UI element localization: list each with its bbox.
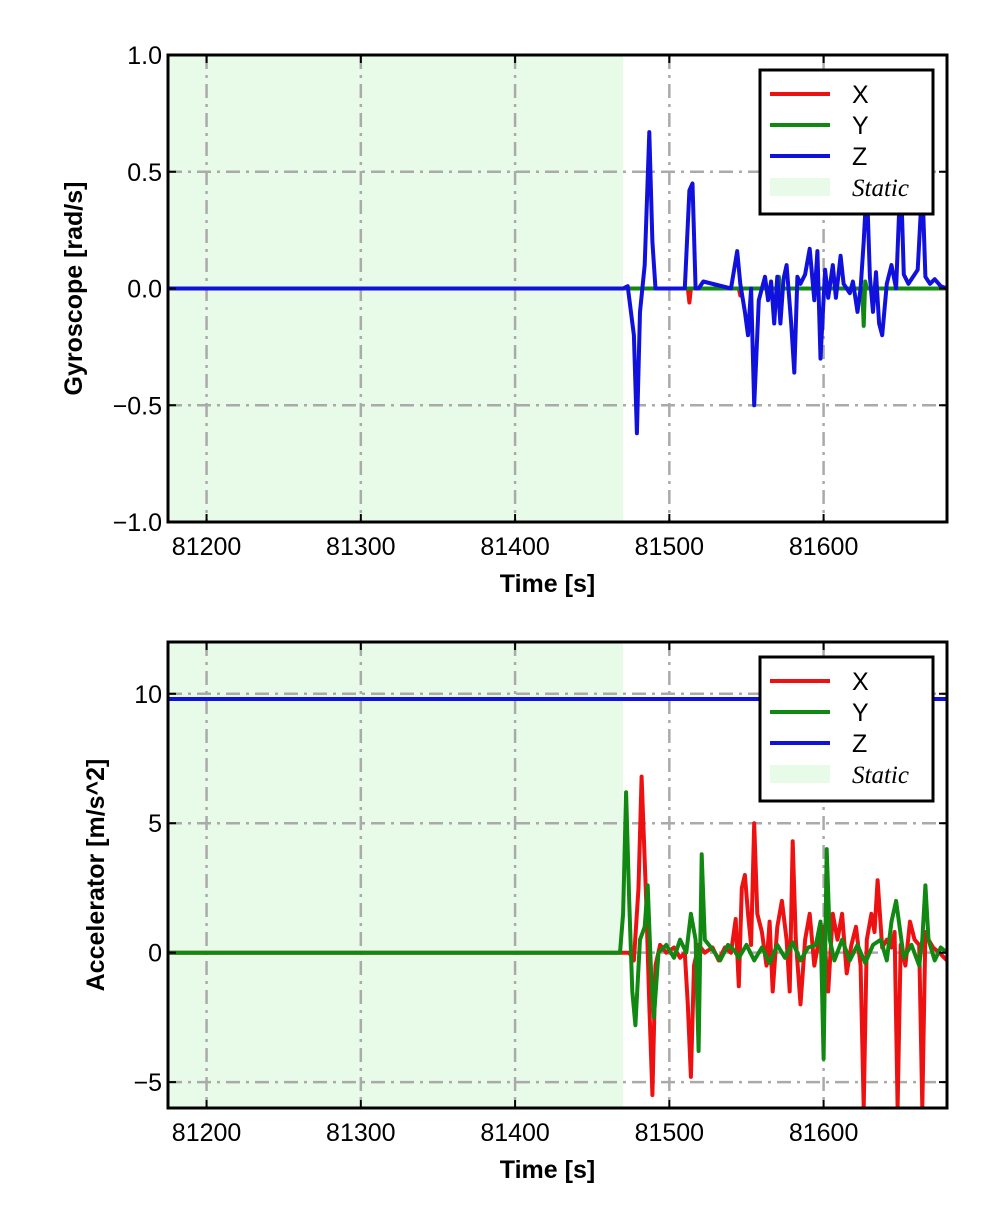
- x-axis-label: Time [s]: [500, 570, 595, 598]
- series-group: [168, 130, 947, 436]
- y-tick-label: 5: [148, 810, 162, 838]
- legend-label-x: X: [852, 81, 869, 109]
- x-tick-label: 81500: [635, 1119, 705, 1147]
- legend-label-x: X: [852, 668, 869, 696]
- y-axis-label: Gyroscope [rad/s]: [60, 182, 88, 396]
- y-tick-label: 0.5: [127, 159, 162, 187]
- x-axis-label: Time [s]: [500, 1156, 595, 1184]
- gyroscope-panel: 81200 81300 81400 81500 81600 −1.0 −0.5 0.0 0.5 1…: [60, 42, 949, 598]
- x-tick-label: 81400: [480, 1119, 550, 1147]
- x-tick-label: 81500: [635, 533, 705, 561]
- series-line-y: [168, 790, 947, 1061]
- x-tick-label: 81300: [326, 533, 396, 561]
- legend-label-y: Y: [852, 699, 869, 727]
- x-tick-label: 81300: [326, 1119, 396, 1147]
- legend-label-z: Z: [852, 730, 867, 758]
- y-tick-label: 1.0: [127, 42, 162, 70]
- legend: XYZ Static: [758, 655, 935, 803]
- y-tick-label: 0.0: [127, 276, 162, 304]
- legend: XYZ Static: [758, 68, 935, 216]
- axes-frame: [166, 640, 949, 1110]
- series-line-x: [168, 774, 947, 1108]
- x-tick-label: 81200: [172, 533, 242, 561]
- y-tick-label: 0: [148, 940, 162, 968]
- y-tick-label: 10: [134, 681, 162, 709]
- y-tick-label: −1.0: [113, 509, 162, 537]
- y-tick-label: −5: [133, 1069, 162, 1097]
- x-tick-label: 81400: [480, 533, 550, 561]
- static-region: [168, 642, 624, 1108]
- series-line-z: [168, 130, 947, 436]
- accelerator-panel: 81200 81300 81400 81500 81600 −5 0 5 10 Time [s] A…: [82, 640, 949, 1184]
- legend-swatch-static: [770, 765, 830, 783]
- x-tick-label: 81600: [789, 1119, 859, 1147]
- x-tick-label: 81600: [789, 533, 859, 561]
- y-axis-label: Accelerator [m/s^2]: [82, 759, 110, 992]
- legend-swatch-static: [770, 178, 830, 196]
- legend-label-static: Static: [852, 175, 909, 202]
- legend-label-y: Y: [852, 112, 869, 140]
- y-tick-label: −0.5: [113, 392, 162, 420]
- legend-label-static: Static: [852, 762, 909, 789]
- legend-label-z: Z: [852, 143, 867, 171]
- x-tick-label: 81200: [172, 1119, 242, 1147]
